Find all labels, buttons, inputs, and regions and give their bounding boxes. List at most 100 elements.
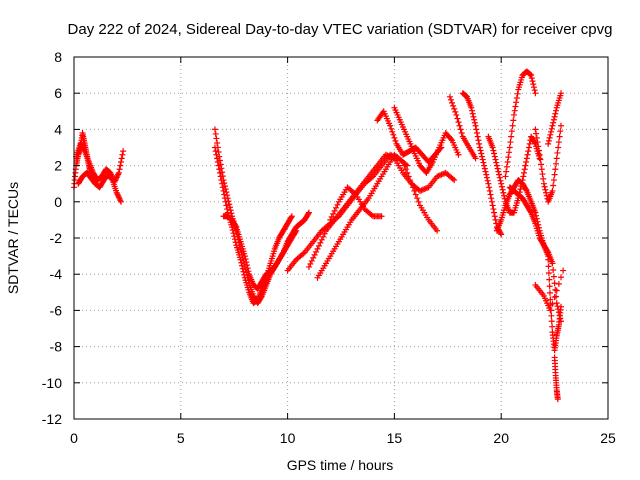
data-point (491, 209, 498, 216)
data-point (409, 184, 416, 191)
data-point (550, 119, 557, 126)
data-point (495, 168, 502, 175)
data-point (237, 256, 244, 263)
data-point (545, 263, 552, 270)
data-point (554, 303, 561, 310)
data-point (503, 163, 510, 170)
data-point (279, 250, 286, 257)
data-point (551, 280, 558, 287)
data-point (496, 171, 503, 178)
data-point (116, 166, 123, 173)
data-point (452, 108, 459, 115)
data-point (119, 151, 126, 158)
series-early-cluster-c (75, 169, 124, 205)
data-point (239, 265, 246, 272)
data-point (498, 231, 505, 238)
data-point (456, 122, 463, 129)
data-point (288, 213, 295, 220)
data-point (213, 151, 220, 158)
data-point (474, 133, 481, 140)
data-point (549, 187, 556, 194)
data-point (538, 161, 545, 168)
data-point (220, 187, 227, 194)
data-point (554, 396, 561, 403)
data-point (472, 122, 479, 129)
data-point (513, 95, 520, 102)
data-point (520, 169, 527, 176)
data-point (214, 158, 221, 165)
data-point (545, 140, 552, 147)
data-point (219, 180, 226, 187)
data-point (318, 236, 325, 243)
data-point (399, 158, 406, 165)
data-point (308, 257, 315, 264)
data-point (484, 177, 491, 184)
data-point (455, 119, 462, 126)
data-point (554, 149, 561, 156)
data-point (232, 222, 239, 229)
data-point (327, 216, 334, 223)
data-point (212, 130, 219, 137)
grid-layer (74, 57, 608, 419)
data-point (470, 113, 477, 120)
data-point (491, 150, 498, 157)
series-scatter-stray (532, 267, 567, 314)
y-tick-label: -4 (50, 266, 63, 282)
data-point (522, 162, 529, 169)
data-point (490, 206, 497, 213)
data-point (211, 126, 218, 133)
data-point (478, 153, 485, 160)
data-point (550, 177, 557, 184)
series-late-e (532, 122, 565, 205)
data-point (546, 289, 553, 296)
data-point (225, 198, 232, 205)
data-point (540, 180, 547, 187)
data-point (551, 294, 558, 301)
data-points-layer (71, 68, 567, 403)
data-point (108, 176, 115, 183)
data-point (489, 144, 496, 151)
data-point (305, 209, 312, 216)
data-point (331, 207, 338, 214)
data-point (245, 268, 252, 275)
data-point (117, 158, 124, 165)
data-point (405, 173, 412, 180)
data-point (527, 71, 534, 78)
data-point (491, 213, 498, 220)
data-point (402, 166, 409, 173)
series-peak-b (459, 90, 505, 238)
data-point (533, 215, 540, 222)
data-point (333, 204, 340, 211)
y-tick-label: -12 (42, 411, 62, 427)
data-point (524, 151, 531, 158)
data-point (389, 128, 396, 135)
data-point (536, 151, 543, 158)
data-point (288, 214, 295, 221)
data-point (455, 151, 462, 158)
data-point (392, 137, 399, 144)
data-point (558, 90, 565, 97)
data-point (533, 130, 540, 137)
data-point (549, 323, 556, 330)
data-point (523, 186, 530, 193)
data-point (224, 192, 231, 199)
data-point (244, 265, 251, 272)
data-point (525, 148, 532, 155)
data-point (542, 186, 549, 193)
data-point (489, 202, 496, 209)
data-point (212, 148, 219, 155)
x-tick-label: 10 (280, 430, 296, 446)
data-point (244, 262, 251, 269)
data-point (471, 119, 478, 126)
data-point (492, 156, 499, 163)
x-tick-label: 20 (493, 430, 509, 446)
data-point (550, 182, 557, 189)
data-point (513, 99, 520, 106)
data-point (390, 131, 397, 138)
data-point (488, 195, 495, 202)
data-point (558, 303, 565, 310)
y-tick-label: -6 (50, 302, 63, 318)
data-point (548, 318, 555, 325)
data-point (243, 259, 250, 266)
data-point (412, 191, 419, 198)
